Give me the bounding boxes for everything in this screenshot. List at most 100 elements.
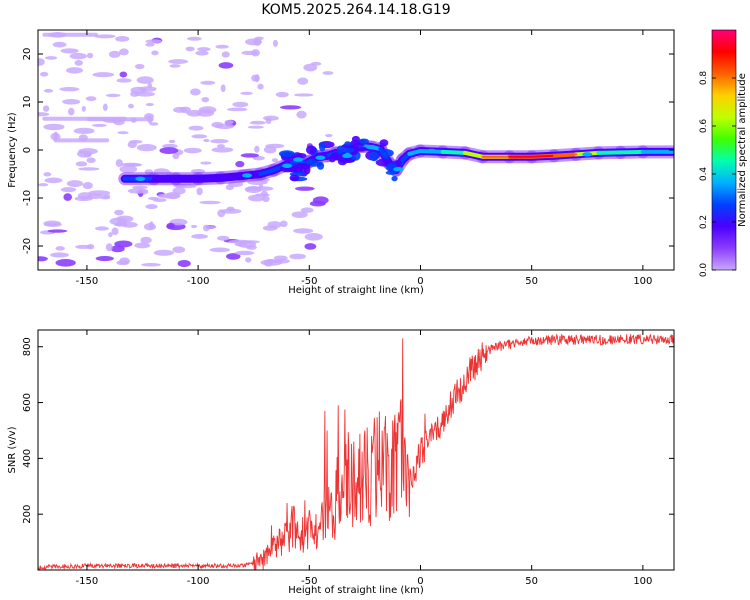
noise-blob [60, 48, 79, 54]
noise-blob [251, 49, 260, 57]
x-tick-label: -50 [301, 276, 317, 287]
noise-blob [190, 88, 201, 96]
x-tick-label: 0 [417, 576, 423, 587]
noise-blob [95, 226, 109, 231]
noise-blob [191, 134, 208, 139]
noise-blob [78, 167, 100, 171]
noise-blob [304, 233, 323, 241]
noise-blob [294, 93, 314, 97]
noise-blob [257, 83, 264, 90]
turbulence-blob [293, 162, 311, 171]
noise-blob [297, 77, 309, 85]
turbulence-blob [385, 170, 397, 175]
noise-blob [300, 207, 314, 213]
turbulence-blob [336, 145, 344, 155]
noise-blob [43, 220, 61, 227]
noise-blob [124, 163, 143, 167]
noise-blob [111, 227, 119, 236]
noise-blob [190, 224, 198, 229]
noise-blob [218, 62, 234, 69]
snr-y-ticks: 200 400 600 800 [22, 337, 674, 524]
noise-blob [108, 50, 121, 58]
ridge-core [196, 175, 223, 181]
noise-blob [78, 148, 98, 155]
turbulence-blob [379, 139, 389, 147]
noise-blob [202, 224, 210, 232]
noise-blob [91, 123, 107, 127]
noise-blob [263, 115, 279, 121]
noise-blob [200, 80, 216, 85]
noise-blob [105, 243, 113, 252]
noise-blob [221, 51, 230, 58]
turbulence-blob [318, 141, 326, 152]
noise-blob [228, 239, 251, 244]
colorbar-tick-label: 0.8 [699, 71, 709, 86]
noise-blob [153, 249, 174, 256]
hotspot [426, 148, 437, 154]
snr-y-label: SNR (v/v) [7, 426, 18, 473]
noise-blob [224, 119, 234, 125]
noise-blob [141, 263, 161, 267]
noise-blob [215, 123, 235, 130]
noise-blob [38, 183, 49, 187]
spectrogram-marks [38, 31, 674, 268]
noise-blob [293, 228, 314, 234]
noise-blob [240, 153, 260, 158]
turbulence-blob [328, 154, 337, 163]
noise-blob [169, 218, 188, 226]
hotspot [242, 173, 253, 178]
noise-blob [115, 159, 123, 168]
y-tick-label: -20 [22, 238, 33, 254]
noise-blob [50, 252, 69, 258]
y-tick-label: 20 [22, 48, 33, 61]
noise-blob [145, 204, 158, 210]
noise-blob [92, 72, 115, 78]
noise-blob [75, 161, 88, 167]
noise-blob [180, 106, 191, 114]
noise-blob [66, 180, 84, 188]
noise-blob [240, 91, 253, 95]
noise-blob [121, 221, 138, 228]
colorbar-ticks: 0.0 0.2 0.4 0.6 0.8 [699, 71, 736, 277]
noise-blob [119, 48, 129, 56]
noise-blob [168, 59, 189, 64]
noise-blob [114, 209, 124, 216]
snr-x-ticks: -150 -100 -50 0 50 100 [76, 330, 652, 587]
noise-blob [134, 242, 151, 249]
noise-blob [94, 34, 116, 39]
y-tick-label: 0 [22, 147, 33, 153]
hotspot [282, 163, 293, 169]
noise-blob [275, 91, 289, 98]
spectrogram-x-ticks: -150 -100 -50 0 50 100 [76, 30, 652, 287]
x-tick-label: 50 [525, 276, 538, 287]
noise-blob [200, 161, 212, 165]
noise-blob [127, 188, 149, 194]
noise-blob [245, 257, 252, 263]
noise-blob [263, 259, 274, 267]
spectrogram-x-label: Height of straight line (km) [288, 285, 424, 296]
noise-blob [235, 160, 245, 168]
turbulence-blob [351, 135, 360, 143]
hotspot [393, 167, 404, 172]
noise-blob [191, 234, 208, 239]
noise-blob [129, 139, 143, 144]
noise-blob [196, 187, 203, 196]
noise-blob [216, 144, 225, 149]
noise-blob [209, 247, 231, 253]
noise-blob [55, 258, 76, 267]
noise-blob [186, 109, 202, 117]
noise-blob [289, 253, 306, 260]
noise-blob [245, 38, 262, 46]
noise-blob [247, 125, 264, 129]
noise-blob [325, 133, 333, 138]
y-tick-label: -10 [22, 190, 33, 206]
ridge-core [462, 150, 485, 159]
noise-blob [225, 184, 234, 191]
noise-blob [136, 143, 157, 152]
noise-blob [196, 47, 211, 52]
noise-blob [135, 63, 145, 70]
noise-blob [82, 182, 93, 190]
noise-blob [43, 172, 52, 177]
noise-blob [226, 107, 248, 112]
